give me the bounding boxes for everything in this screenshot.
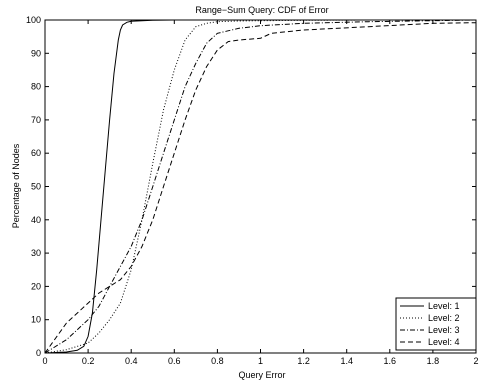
y-tick-label: 10 [31,315,41,325]
x-tick-label: 2 [473,356,478,366]
legend-label-level-2: Level: 2 [428,313,460,323]
series-line-level-3 [44,19,477,354]
y-tick-label: 100 [26,15,41,25]
series-layer [44,19,477,354]
y-tick-label: 50 [31,182,41,192]
chart-title: Range−Sum Query: CDF of Error [195,5,328,15]
x-tick-label: 0.2 [82,356,95,366]
series-line-level-4 [44,22,477,354]
x-tick-label: 0.8 [211,356,224,366]
y-axis: 0 10 20 30 40 50 60 70 80 90 100 [26,15,476,358]
y-tick-label: 0 [36,348,41,358]
x-axis-label: Query Error [238,370,285,380]
y-tick-label: 30 [31,248,41,258]
x-tick-label: 0 [42,356,47,366]
legend-label-level-4: Level: 4 [428,337,460,347]
x-tick-label: 1.6 [384,356,397,366]
legend: Level: 1 Level: 2 Level: 3 Level: 4 [395,297,477,351]
x-tick-label: 1.4 [340,356,353,366]
y-tick-label: 20 [31,281,41,291]
x-tick-label: 1 [258,356,263,366]
y-tick-label: 80 [31,82,41,92]
legend-box [395,297,477,351]
x-tick-label: 0.6 [168,356,181,366]
x-tick-label: 1.8 [427,356,440,366]
legend-label-level-1: Level: 1 [428,301,460,311]
x-tick-label: 0.4 [125,356,138,366]
y-axis-label: Percentage of Nodes [11,143,21,228]
series-line-level-1 [44,19,476,354]
y-tick-label: 40 [31,215,41,225]
y-tick-label: 70 [31,115,41,125]
y-tick-label: 60 [31,148,41,158]
y-tick-label: 90 [31,48,41,58]
x-axis: 0 0.2 0.4 0.6 0.8 1 1.2 1.4 1.6 1.8 2 [42,20,479,366]
legend-label-level-3: Level: 3 [428,325,460,335]
x-tick-label: 1.2 [297,356,310,366]
